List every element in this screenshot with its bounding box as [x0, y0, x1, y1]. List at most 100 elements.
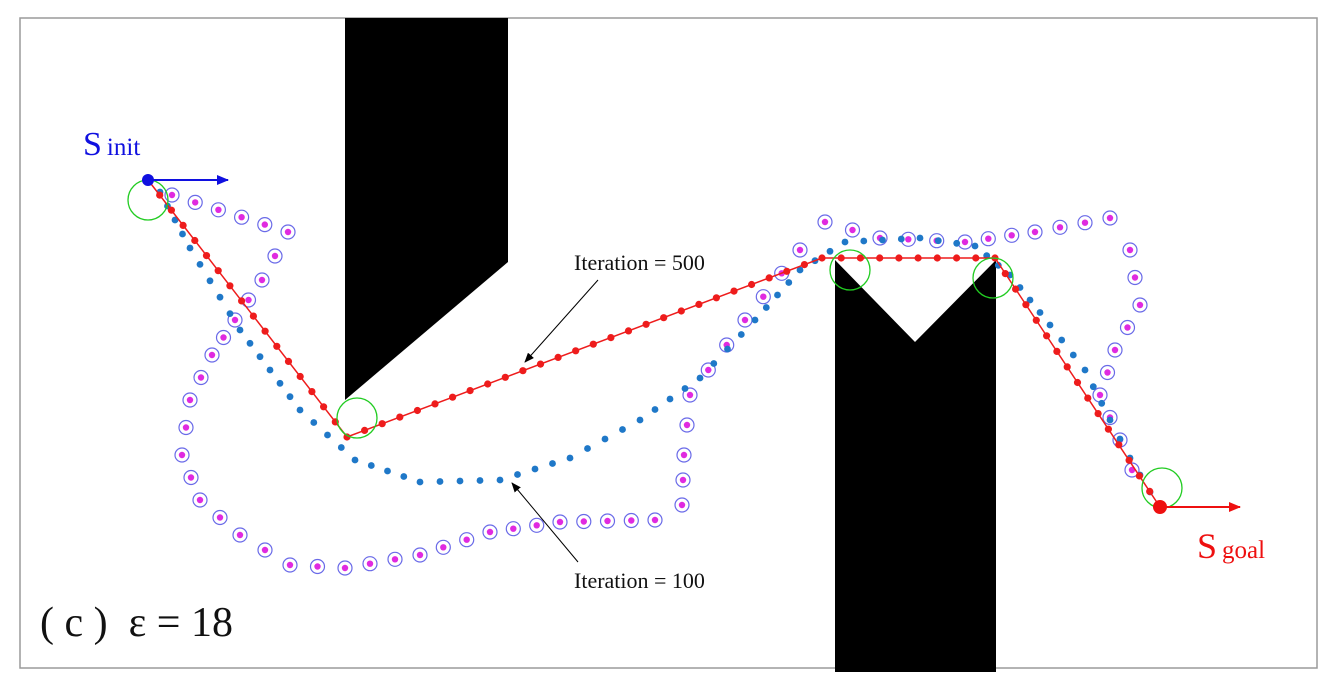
- sample-point: [366, 560, 374, 567]
- sample-point: [245, 296, 252, 304]
- path-100-point: [266, 366, 274, 374]
- sample-point: [678, 501, 686, 509]
- sample-point: [440, 544, 447, 551]
- path-100-point: [566, 454, 574, 462]
- path-500-point: [800, 261, 809, 269]
- sample-ring: [309, 558, 326, 575]
- sample-point: [1081, 219, 1089, 226]
- path-100-point: [286, 393, 294, 401]
- sample-point: [679, 476, 687, 484]
- path-500-point: [730, 287, 738, 295]
- sample-point: [1126, 246, 1134, 254]
- sample-ring: [576, 513, 592, 530]
- path-500-point: [167, 206, 175, 214]
- path-100-point: [651, 406, 659, 413]
- sample-point: [486, 528, 494, 536]
- sample-ring: [362, 556, 378, 572]
- sample-point: [220, 334, 227, 341]
- sample-ring: [182, 392, 198, 408]
- sample-ring: [232, 527, 248, 543]
- sample-ring: [254, 272, 270, 288]
- sample-point: [533, 522, 540, 529]
- path-100-point: [724, 345, 731, 353]
- sample-ring: [1102, 210, 1118, 226]
- path-500-point: [308, 388, 316, 396]
- sample-point: [580, 518, 587, 525]
- sample-ring: [234, 209, 250, 225]
- sample-ring: [674, 497, 690, 513]
- sample-ring: [257, 217, 273, 233]
- sample-ring: [599, 513, 616, 529]
- sample-point: [905, 236, 912, 243]
- path-100-point: [549, 460, 556, 467]
- sample-point: [1136, 301, 1144, 309]
- path-100-point: [636, 416, 644, 424]
- path-500-point: [273, 342, 281, 350]
- iteration-500-pointer: [524, 279, 599, 363]
- path-500-point: [1063, 363, 1071, 371]
- sample-point: [416, 551, 424, 559]
- path-500-point: [361, 426, 369, 434]
- sample-ring: [1027, 224, 1043, 240]
- sample-point: [741, 316, 749, 324]
- path-100-point: [1069, 351, 1077, 359]
- waypoint-circle: [829, 249, 871, 291]
- sample-ring: [682, 387, 698, 403]
- path-500-point: [214, 267, 222, 275]
- sample-points: [164, 187, 1148, 576]
- sample-point: [686, 391, 694, 399]
- panel-caption: ( c ) ε = 18: [40, 600, 233, 646]
- path-500-point: [261, 327, 269, 335]
- sample-ring: [676, 447, 692, 463]
- sample-ring: [204, 347, 220, 363]
- sample-ring: [257, 542, 273, 558]
- iteration-500-label: Iteration = 500: [574, 250, 705, 275]
- path-100-point: [841, 238, 849, 246]
- iteration-100-label: Iteration = 100: [574, 568, 705, 593]
- sample-point: [849, 226, 856, 234]
- path-500-point: [1094, 410, 1102, 418]
- sample-ring: [872, 230, 888, 246]
- sample-ring: [980, 231, 996, 247]
- path-100-point: [246, 339, 254, 347]
- sample-point: [556, 518, 564, 526]
- waypoint-circle: [336, 397, 378, 439]
- sample-ring: [212, 509, 228, 526]
- path-100-point: [384, 467, 391, 475]
- path-500-point: [1104, 425, 1112, 433]
- path-100-point: [1116, 435, 1124, 443]
- sample-ring: [192, 492, 208, 508]
- sample-point: [197, 374, 205, 381]
- iteration-100-pointer: [511, 482, 579, 563]
- sample-point: [683, 421, 691, 429]
- sample-ring: [647, 512, 663, 528]
- path-500-point: [572, 347, 580, 355]
- sample-ring: [280, 224, 296, 240]
- path-100-point: [436, 478, 444, 485]
- path-500-point: [1032, 316, 1040, 324]
- sample-point: [261, 221, 268, 228]
- path-500-point: [695, 300, 703, 308]
- path-500-point: [660, 314, 668, 322]
- sample-ring: [679, 417, 695, 433]
- sample-ring: [623, 512, 639, 529]
- path-500-point: [179, 221, 187, 229]
- path-500-point: [1012, 285, 1020, 293]
- path-100-point: [751, 316, 759, 324]
- path-100-point: [310, 419, 318, 426]
- sample-ring: [1107, 342, 1123, 358]
- sample-point: [760, 293, 767, 300]
- path-100-point: [476, 477, 484, 484]
- waypoint-circle: [972, 257, 1014, 299]
- path-100-point: [796, 266, 804, 274]
- path-500-point: [431, 400, 439, 408]
- path-100-point: [531, 465, 539, 473]
- path-100-point: [337, 444, 345, 451]
- obstacle-right: [835, 260, 996, 672]
- sample-ring: [482, 524, 498, 540]
- path-100-point: [1098, 399, 1106, 407]
- path-100-point: [179, 230, 186, 238]
- sample-ring: [164, 187, 180, 203]
